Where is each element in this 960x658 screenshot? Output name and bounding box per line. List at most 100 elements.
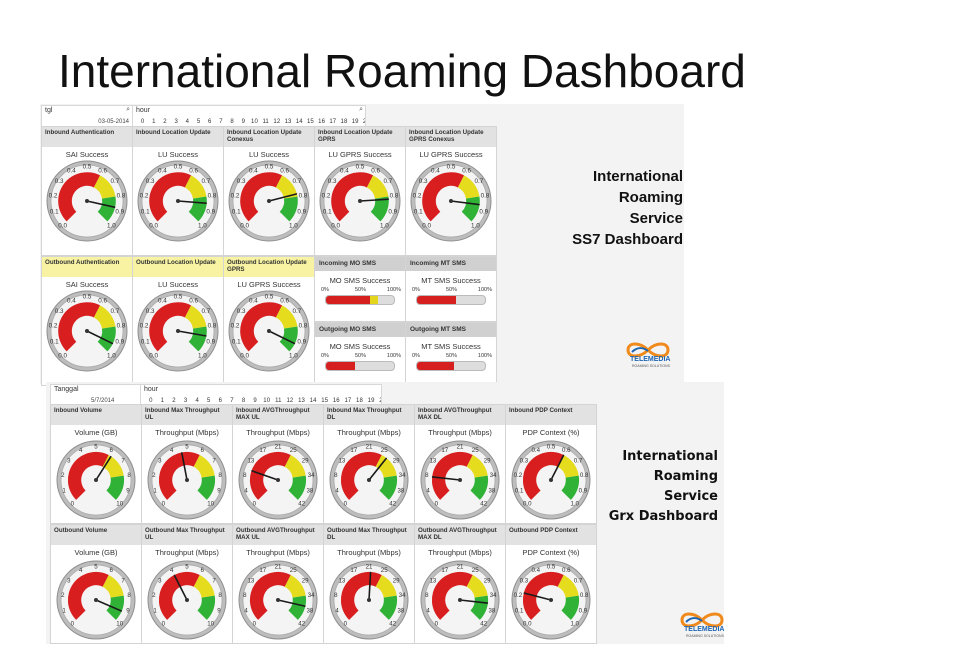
side-title-line: Grx Dashboard [608,509,718,524]
gauge-card[interactable]: Inbound PDP Context PDP Context (%) 0.0 0.1… [505,404,597,524]
gauge-dial: 01 2 3 4 5 67 8 910 [147,560,227,640]
hour-option[interactable]: 6 [208,119,212,125]
gauge-card[interactable]: Inbound AVGThroughput MAX UL Throughput (… [232,404,324,524]
hour-option[interactable]: 5 [196,119,201,125]
gauge-yellow-zone [466,454,488,478]
gauge-card[interactable]: Inbound Location Update Conexus LU Succes… [223,126,315,256]
hour-option[interactable]: 12 [273,119,281,125]
hour-option[interactable]: 16 [332,398,340,404]
hour-option[interactable]: 3 [183,398,188,404]
gauge-tick-label: 0.1 [414,209,423,216]
hour-option[interactable]: 19 [367,398,375,404]
hour-option[interactable]: 15 [321,398,329,404]
gauge-card[interactable]: Outbound AVGThroughput MAX UL Throughput … [232,524,324,644]
hour-option[interactable]: 8 [241,398,246,404]
hour-option[interactable]: 6 [218,398,223,404]
search-icon[interactable]: ⌕ [359,106,363,113]
hour-option[interactable]: 12 [286,398,294,404]
hour-option[interactable]: 4 [185,119,190,125]
hour-option[interactable]: 18 [356,398,363,404]
hour-option[interactable]: 4 [195,398,199,404]
gauge-card[interactable]: Outbound Location Update LU Success 0.0 0.1… [132,256,224,386]
hour-option[interactable]: 18 [340,119,348,125]
gauge-yellow-zone [375,574,397,598]
hour-option[interactable]: 9 [241,119,245,125]
gauge-card[interactable]: Outbound Authentication SAI Success 0.0 0.1… [41,256,133,386]
gauge-card[interactable]: Inbound Authentication SAI Success 0.0 0.1 0… [41,126,133,256]
hour-option[interactable]: 7 [219,119,223,125]
gauge-card[interactable]: Outbound PDP Context PDP Context (%) 0.0 0.… [505,524,597,644]
gauge-tick-label: 2 [61,592,65,599]
hour-option[interactable]: 10 [263,398,271,404]
gauge-tick-label: 9 [126,607,130,614]
hour-option[interactable]: 5 [207,398,211,404]
sms-card[interactable]: Outgoing MT SMS MT SMS Success 0% 50% 100% [405,322,497,386]
hour-option[interactable]: 2 [163,119,167,125]
hour-option[interactable]: 2 [172,398,176,404]
gauge-tick-label: 0.4 [531,567,540,574]
gauge-card[interactable]: Outbound Volume Volume (GB) 0 1 2 3 4 5 6 7 8 9 10 [50,524,142,644]
gauge-title: LU Success [157,150,199,159]
gauge-tick-label: 38 [488,487,495,494]
hour-list[interactable]: 01234567891011121314151617181920212223 [137,119,366,125]
hour-option[interactable]: 20 [377,398,381,404]
gauge-tick-label: 0.6 [280,167,289,174]
hour-option[interactable]: 1 [152,119,156,125]
gauge-tick-label: 0.6 [98,167,107,174]
date-filter[interactable]: Tanggal 5/7/2014 [50,384,142,406]
hour-option[interactable]: 9 [253,398,257,404]
gauge-card[interactable]: Inbound Max Throughput DL Throughput (Mbp… [323,404,415,524]
gauge-card[interactable]: Inbound Location Update GPRS Conexus LU G… [405,126,497,256]
hour-option[interactable]: 16 [318,119,326,125]
hour-option[interactable]: 3 [174,119,178,125]
gauge-tick-label: 29 [393,577,400,584]
gauge-card[interactable]: Inbound Volume Volume (GB) 0 1 2 3 4 5 6 7 8 9 10 [50,404,142,524]
gauge-card[interactable]: Outbound Max Throughput UL Throughput (Mb… [141,524,233,644]
hour-option[interactable]: 17 [329,119,337,125]
hour-option[interactable]: 13 [298,398,305,404]
hour-option[interactable]: 11 [275,398,282,404]
hour-option[interactable]: 15 [306,119,314,125]
hour-option[interactable]: 17 [344,398,352,404]
hour-option[interactable]: 1 [160,398,165,404]
hour-option[interactable]: 10 [251,119,258,125]
hour-filter[interactable]: hour 01234567891011121314151617181920212… [140,384,382,406]
gauge-tick-label: 0.3 [520,457,529,464]
date-filter[interactable]: tgl ⌕ 03-05-2014 [41,105,133,127]
hour-filter[interactable]: hour ⌕ 012345678910111213141516171819202… [132,105,366,127]
gauge-card[interactable]: Outbound AVGThroughput MAX DL Throughput … [414,524,506,644]
gauge-card[interactable]: Inbound Max Throughput UL Throughput (Mbp… [141,404,233,524]
hour-option[interactable]: 13 [284,119,292,125]
hour-option[interactable]: 7 [230,398,234,404]
sms-card[interactable]: Outgoing MO SMS MO SMS Success 0% 50% 100% [314,322,406,386]
hour-option[interactable]: 0 [140,119,145,125]
gauge-card[interactable]: Inbound AVGThroughput MAX DL Throughput (… [414,404,506,524]
gauge-tick-label: 21 [457,443,464,450]
hour-option[interactable]: 19 [351,119,359,125]
gauge-needle [459,599,489,604]
hour-option[interactable]: 11 [262,119,269,125]
hour-list[interactable]: 01234567891011121314151617181920212223 [145,398,381,404]
gauge-yellow-zone [275,305,298,329]
hour-option[interactable]: 20 [362,119,366,125]
gauge-tick-label: 9 [217,607,221,614]
sms-card[interactable]: Incoming MT SMS MT SMS Success 0% 50% 100% [405,256,497,322]
gauge-card[interactable]: Outbound Location Update GPRS LU GPRS Suc… [223,256,315,386]
gauge-tick-label: 0.9 [206,209,215,216]
gauge-card[interactable]: Outbound Max Throughput DL Throughput (Mb… [323,524,415,644]
sms-card[interactable]: Incoming MO SMS MO SMS Success 0% 50% 100% [314,256,406,322]
gauge-card[interactable]: Inbound Location Update LU Success 0.0 0.1 0… [132,126,224,256]
gauge-yellow-zone [375,454,397,478]
gauge-needle [177,330,207,337]
hour-option[interactable]: 0 [149,398,153,404]
gauge-red-zone [158,571,200,620]
gauge-tick-label: 0.7 [292,178,301,185]
hour-option[interactable]: 14 [295,119,303,125]
search-icon[interactable]: ⌕ [126,106,130,113]
gauge-red-zone [240,302,283,352]
gauge-card[interactable]: Inbound Location Update GPRS LU GPRS Succ… [314,126,406,256]
gauge-title: PDP Context (%) [522,548,580,557]
gauge-tick-label: 0.0 [422,222,431,229]
hour-option[interactable]: 8 [230,119,234,125]
hour-option[interactable]: 14 [309,398,317,404]
